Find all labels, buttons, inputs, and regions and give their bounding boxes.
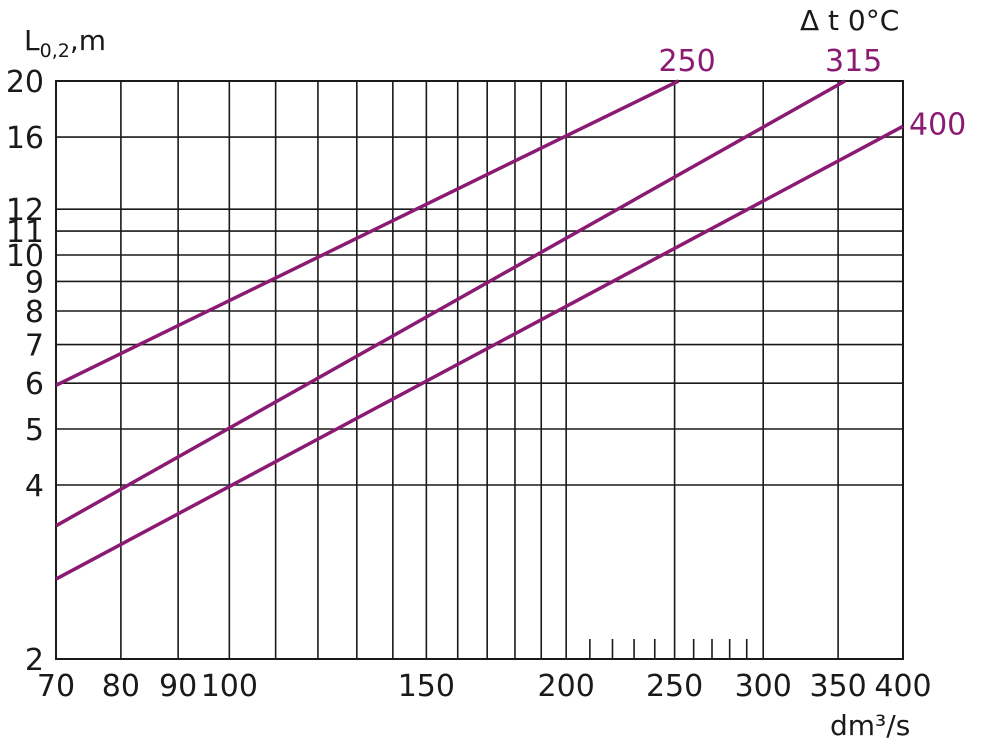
series-label: 400 — [909, 107, 966, 142]
y-tick-label: 8 — [25, 295, 44, 330]
x-tick-label: 150 — [398, 669, 455, 704]
series-label: 315 — [825, 44, 882, 79]
series-label: 250 — [658, 44, 715, 79]
series-line — [55, 79, 846, 528]
y-tick-label: 2 — [25, 643, 44, 678]
x-tick-label: 90 — [159, 669, 197, 704]
y-tick-label: 11 — [6, 215, 44, 250]
y-tick-label: 16 — [6, 121, 44, 156]
y-axis-title: L0,2,m — [24, 24, 106, 62]
x-axis-title: dm³/s — [830, 709, 910, 742]
y-tick-label: 5 — [25, 413, 44, 448]
series-line — [55, 124, 904, 581]
y-tick-label: 10 — [6, 239, 44, 274]
x-tick-label: 100 — [201, 669, 258, 704]
y-tick-label: 20 — [6, 65, 44, 100]
x-tick-label: 400 — [874, 669, 931, 704]
y-tick-label: 4 — [25, 469, 44, 504]
x-tick-label: 350 — [809, 669, 866, 704]
y-tick-label: 7 — [25, 329, 44, 364]
x-tick-label: 200 — [538, 669, 595, 704]
y-tick-label: 12 — [6, 193, 44, 228]
plot-frame — [55, 80, 904, 660]
series-line — [55, 79, 680, 387]
grid — [55, 80, 904, 660]
minor-ticks — [589, 639, 748, 659]
y-tick-label: 6 — [25, 367, 44, 402]
legend-title: Δ t 0°C — [800, 4, 899, 37]
x-tick-labels: 70 80 90 100 150 200 250 300 350 400 — [37, 669, 932, 704]
x-tick-label: 80 — [102, 669, 140, 704]
x-tick-label: 300 — [735, 669, 792, 704]
y-tick-label: 9 — [25, 265, 44, 300]
x-tick-label: 250 — [646, 669, 703, 704]
series — [55, 79, 904, 581]
series-labels: 250 315 400 — [658, 44, 966, 142]
x-tick-label: 70 — [37, 669, 75, 704]
